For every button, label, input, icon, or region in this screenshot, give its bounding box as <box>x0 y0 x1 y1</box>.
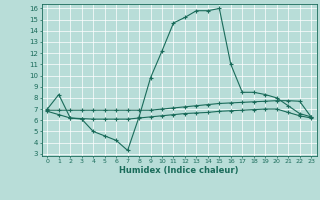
X-axis label: Humidex (Indice chaleur): Humidex (Indice chaleur) <box>119 166 239 175</box>
